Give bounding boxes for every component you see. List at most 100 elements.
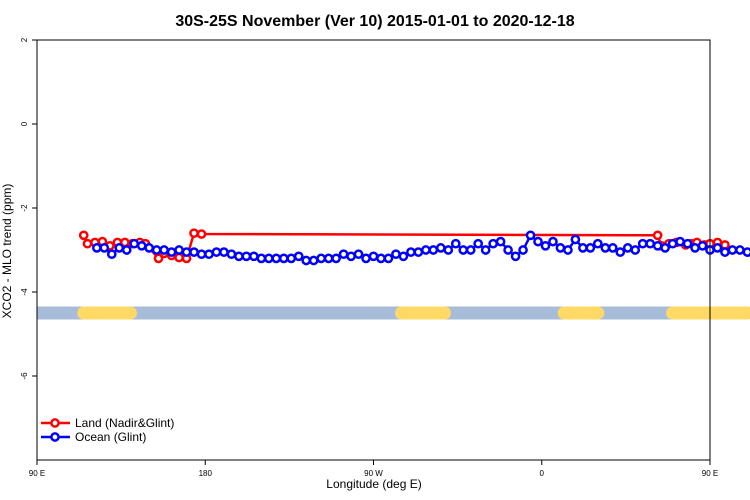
ocean-data-point <box>690 243 700 253</box>
ocean-data-point <box>555 243 566 253</box>
ocean-data-point <box>293 251 304 262</box>
ocean-data-point <box>600 243 611 253</box>
land-data-point <box>652 230 663 241</box>
ocean-data-point <box>316 253 327 264</box>
ocean-data-point <box>660 243 670 253</box>
x-axis: 90 E 180 90 W 0 90 E <box>29 460 718 478</box>
ocean-data-point <box>637 238 648 249</box>
ocean-data-point <box>189 247 199 257</box>
ocean-data-point <box>720 247 730 257</box>
ocean-data-point <box>622 243 633 253</box>
x-tick-label: 90 W <box>364 469 383 478</box>
land-data-point <box>82 238 93 249</box>
land-legend-marker <box>50 418 60 428</box>
x-axis-label: Longitude (deg E) <box>326 477 421 491</box>
ocean-data-point <box>667 238 678 249</box>
ocean-data-point <box>548 236 558 247</box>
ocean-data-point <box>323 253 334 264</box>
ocean-data-point <box>727 245 738 255</box>
land-data-point <box>189 228 199 239</box>
ocean-data-point <box>106 249 117 260</box>
ocean-data-point <box>510 251 521 262</box>
ocean-data-point <box>525 230 536 241</box>
ocean-data-point <box>241 251 252 262</box>
ocean-data-point <box>99 243 110 253</box>
ocean-data-point <box>271 253 282 264</box>
ocean-data-point <box>278 253 289 264</box>
ocean-data-point <box>533 236 543 247</box>
ocean-data-point <box>578 243 588 253</box>
plot-series <box>78 228 750 266</box>
ocean-data-point <box>338 249 349 260</box>
ocean-data-point <box>211 247 222 257</box>
ocean-data-point <box>406 247 416 257</box>
ocean-data-point <box>503 245 513 255</box>
ocean-data-point <box>219 247 229 257</box>
ocean-data-point <box>301 255 312 266</box>
ocean-data-point <box>129 238 140 249</box>
ocean-data-point <box>675 236 685 247</box>
x-tick-label: 90 E <box>702 469 718 478</box>
ocean-data-point <box>443 245 454 255</box>
x-tick-label: 90 E <box>29 469 45 478</box>
ocean-data-point <box>435 243 446 253</box>
ocean-data-point <box>480 245 491 255</box>
ocean-data-point <box>652 240 663 251</box>
y-tick-label: -6 <box>20 372 29 380</box>
x-tick-label: 0 <box>540 469 545 478</box>
ocean-data-point <box>645 238 656 249</box>
ocean-data-point <box>518 245 528 255</box>
ocean-data-point <box>592 238 603 249</box>
y-tick-label: -2 <box>20 204 29 212</box>
ocean-data-point <box>570 234 581 245</box>
ocean-data-point <box>413 247 424 257</box>
ocean-data-point <box>585 243 596 253</box>
ocean-data-point <box>563 245 573 255</box>
ocean-data-point <box>376 253 386 264</box>
ocean-data-point <box>495 236 506 247</box>
ocean-data-point <box>249 251 259 262</box>
ocean-data-point <box>735 245 745 255</box>
ocean-data-point <box>308 255 319 266</box>
ocean-data-point <box>488 238 498 249</box>
ocean-data-point <box>286 253 297 264</box>
ocean-data-point <box>114 243 125 253</box>
ocean-data-point <box>204 249 214 260</box>
ocean-data-point <box>450 238 461 249</box>
ocean-data-point <box>196 249 207 260</box>
ocean-data-point <box>697 240 708 251</box>
land-data-point <box>153 253 164 264</box>
ocean-data-point <box>458 245 469 255</box>
ocean-data-point <box>263 253 274 264</box>
ocean-data-point <box>256 253 267 264</box>
ocean-data-point <box>136 240 147 251</box>
y-axis-label: XCO2 - MLO trend (ppm) <box>0 184 14 319</box>
ocean-data-point <box>331 253 341 264</box>
land-legend-label: Land (Nadir&Glint) <box>75 416 174 430</box>
ocean-data-point <box>181 247 192 257</box>
y-tick-label: 2 <box>20 37 29 42</box>
ocean-data-point <box>151 245 162 255</box>
y-tick-label: 0 <box>20 121 29 126</box>
y-tick-label: -4 <box>20 288 29 296</box>
ocean-legend-label: Ocean (Glint) <box>75 430 146 444</box>
ocean-data-point <box>383 253 394 264</box>
ocean-data-point <box>630 245 641 255</box>
ocean-data-point <box>420 245 431 255</box>
ocean-data-point <box>615 247 626 257</box>
x-tick-label: 180 <box>199 469 213 478</box>
land-data-point <box>174 252 184 263</box>
ocean-data-point <box>398 251 409 262</box>
ocean-data-point <box>682 238 693 249</box>
ocean-data-point <box>391 249 401 260</box>
ocean-data-point <box>166 247 177 257</box>
ocean-data-point <box>226 249 237 260</box>
ocean-data-point <box>159 245 169 255</box>
land-data-point <box>196 229 207 239</box>
ocean-legend-marker <box>50 432 60 442</box>
ocean-data-point <box>144 243 155 253</box>
ocean-data-point <box>540 240 551 251</box>
ocean-data-point <box>353 249 364 260</box>
ocean-data-point <box>428 245 439 255</box>
